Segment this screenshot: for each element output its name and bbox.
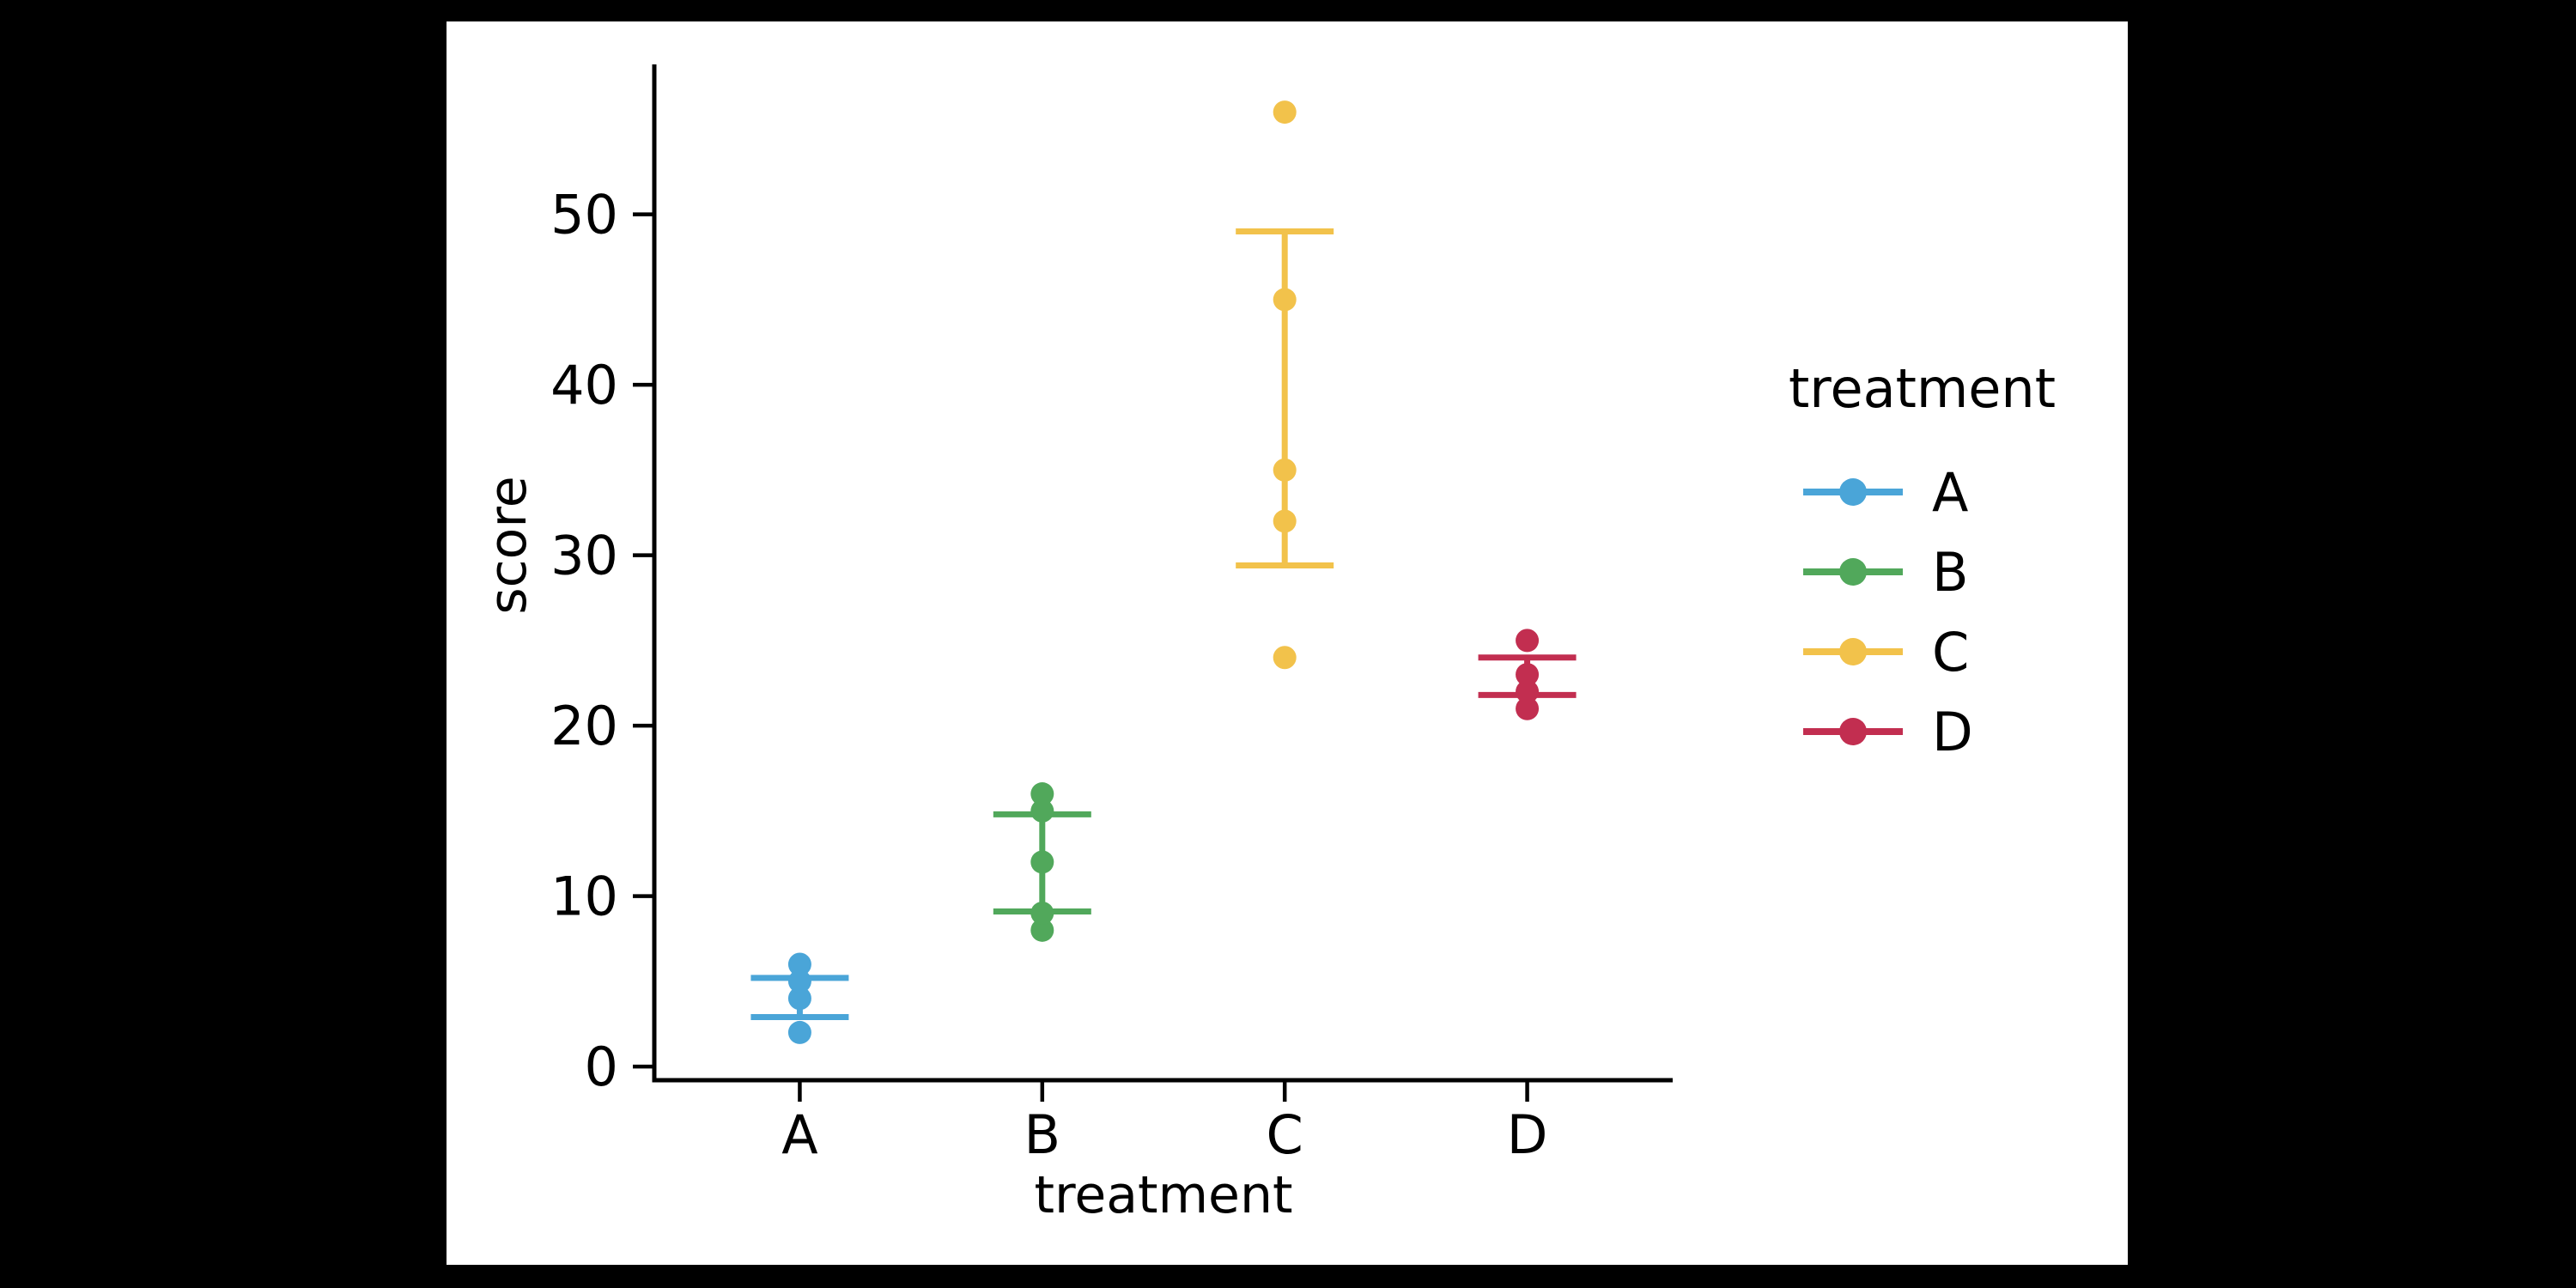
y-tick-label: 20	[550, 695, 618, 757]
data-point-B	[1030, 850, 1054, 874]
y-tick-label: 10	[550, 866, 618, 928]
y-axis-label: score	[478, 476, 538, 614]
x-tick-label: D	[1507, 1103, 1548, 1166]
y-tick-label: 30	[550, 525, 618, 587]
data-point-C	[1273, 288, 1297, 312]
legend-label-A: A	[1932, 461, 1968, 524]
x-tick-label: B	[1024, 1103, 1061, 1166]
legend-label-C: C	[1932, 621, 1969, 683]
x-tick-layer: A B C D	[781, 1080, 1547, 1166]
data-point-A	[787, 987, 811, 1011]
data-point-A	[787, 969, 811, 993]
legend-label-B: B	[1932, 541, 1969, 604]
legend-marker-dot-A	[1839, 478, 1867, 506]
data-point-D	[1516, 663, 1540, 687]
legend-title: treatment	[1789, 357, 2056, 420]
legend-marker-dot-B	[1839, 558, 1867, 586]
data-point-D	[1516, 629, 1540, 653]
data-point-layer	[787, 100, 1540, 1044]
data-point-D	[1516, 679, 1540, 703]
data-point-C	[1273, 458, 1297, 482]
data-point-C	[1273, 646, 1297, 670]
axes-layer	[652, 64, 1673, 1083]
data-point-A	[787, 952, 811, 976]
data-point-B	[1030, 918, 1054, 942]
y-tick-label: 0	[585, 1036, 618, 1098]
x-axis-label: treatment	[1035, 1165, 1293, 1225]
data-point-B	[1030, 782, 1054, 806]
data-point-C	[1273, 509, 1297, 533]
y-tick-label: 50	[550, 184, 618, 246]
y-tick-layer: 0 10 20 30 40 50	[550, 184, 654, 1098]
data-point-B	[1030, 799, 1054, 823]
x-tick-label: C	[1267, 1103, 1303, 1166]
legend-marker-dot-D	[1839, 718, 1867, 745]
legend-label-D: D	[1932, 701, 1973, 763]
data-point-C	[1273, 100, 1297, 125]
x-tick-label: A	[781, 1103, 817, 1166]
data-point-D	[1516, 696, 1540, 720]
legend-marker-dot-C	[1839, 638, 1867, 665]
data-point-A	[787, 1020, 811, 1044]
data-point-B	[1030, 901, 1054, 925]
y-tick-label: 40	[550, 354, 618, 416]
